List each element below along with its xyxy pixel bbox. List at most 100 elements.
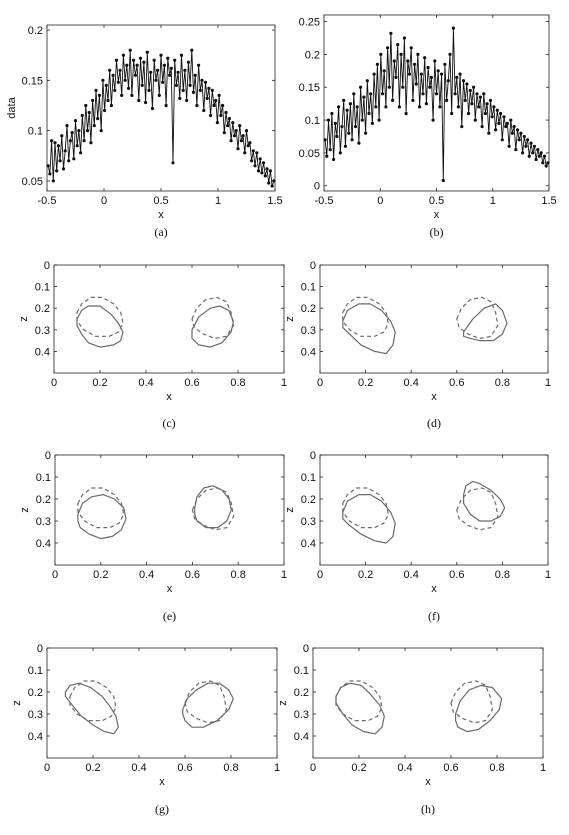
data-point [144,100,148,105]
data-point [138,56,143,60]
y-tick-label: 0 [314,181,320,193]
data-point [152,58,156,62]
data-point [56,144,61,148]
dashed-contour-1 [342,487,389,529]
data-point [380,92,385,96]
x-axis-label: x [166,391,172,403]
chart-b: -0.5 0 0.5 1 1.5 0 0.05 0.1 0.15 0.2 0.25 x (b) [299,14,557,239]
axes-frame [319,264,549,374]
data-point [248,141,252,145]
dashed-contour-3 [456,296,499,339]
y-tick-label: 0 [44,260,50,272]
data-point [51,179,55,183]
data-point [239,139,243,143]
data-point [392,59,396,63]
axes-frame [53,264,285,374]
data-point [396,43,400,47]
data-point [120,93,124,97]
x-tick-label: 0.4 [404,377,419,389]
data-point [65,124,69,128]
y-tick-label: 0.2 [301,494,316,506]
data-point [203,80,208,84]
chart-h: 0 0.2 0.4 0.6 0.8 1 0 0.1 0.2 0.3 0.4 x z (h) [277,643,546,816]
subfigure-caption: (f) [428,609,440,623]
y-tick-label: 0.3 [36,516,51,528]
data-point [531,151,535,155]
y-tick-label: 0 [37,643,43,655]
data-point [522,134,526,139]
data-point [171,161,175,165]
dashed-contour-1 [335,680,383,722]
y-tick-label: 0.1 [36,472,51,484]
x-tick-label: 0.4 [397,762,412,774]
x-tick-label: 0 [101,195,107,207]
data-point [195,103,199,108]
data-point [234,129,238,133]
data-point [399,52,403,57]
data-point [440,72,444,76]
data-point [453,92,457,96]
data-point [433,59,437,63]
x-tick-label: 1 [281,377,287,389]
data-point [87,110,91,115]
data-point [191,90,196,94]
data-point [367,111,371,116]
data-point [467,111,471,116]
data-point [429,75,433,79]
data-point [512,125,516,129]
data-point [232,134,237,138]
data-point [323,138,327,142]
data-point [369,92,373,96]
solid-contour-2 [182,682,234,728]
data-point [463,98,467,102]
data-point [409,46,413,50]
x-tick-label: -0.5 [38,195,57,207]
y-tick-label: 0.3 [301,516,316,528]
data-point [515,128,520,132]
data-point [468,88,472,93]
data-point [326,118,331,122]
x-axis-label: x [431,583,437,595]
dashed-contour-3 [450,680,493,724]
data-point [181,88,185,92]
dashed-contour-1 [342,296,389,337]
chart-g: 0 0.2 0.4 0.6 0.8 1 0 0.1 0.2 0.3 0.4 x z (g) [11,643,280,816]
data-point [67,159,71,163]
y-tick-label: 0.15 [299,82,320,94]
data-point [413,62,417,66]
y-axis-label: z [18,316,30,322]
data-point [142,60,146,64]
axes-frame [312,647,544,759]
y-tick-label: 0.2 [28,687,43,699]
data-point [360,118,364,122]
data-point [267,181,271,185]
x-tick-label: 0.5 [429,195,444,207]
data-point [128,48,132,52]
data-point [418,105,422,109]
data-point [514,148,518,152]
y-tick-label: 0.4 [36,538,51,550]
data-point [73,119,78,123]
data-point [162,63,166,67]
data-point [84,103,88,108]
data-point [478,95,482,99]
axes-frame [46,647,278,759]
y-tick-label: 0.4 [35,346,50,358]
data-point [414,82,418,86]
x-tick-label: 1 [545,569,551,581]
data-point [475,92,479,96]
x-tick-label: -0.5 [315,195,334,207]
data-point [541,161,545,165]
data-point [133,73,137,77]
data-point [441,178,445,183]
data-point [200,78,204,82]
subfigure-caption: (e) [163,609,176,623]
y-tick-label: 0.4 [301,346,316,358]
data-point [421,92,425,96]
data-point [402,36,406,40]
x-tick-label: 0.6 [449,377,464,389]
x-tick-label: 0.4 [404,569,419,581]
axes-frame [323,14,550,192]
data-point [534,157,538,162]
data-point [431,118,435,122]
